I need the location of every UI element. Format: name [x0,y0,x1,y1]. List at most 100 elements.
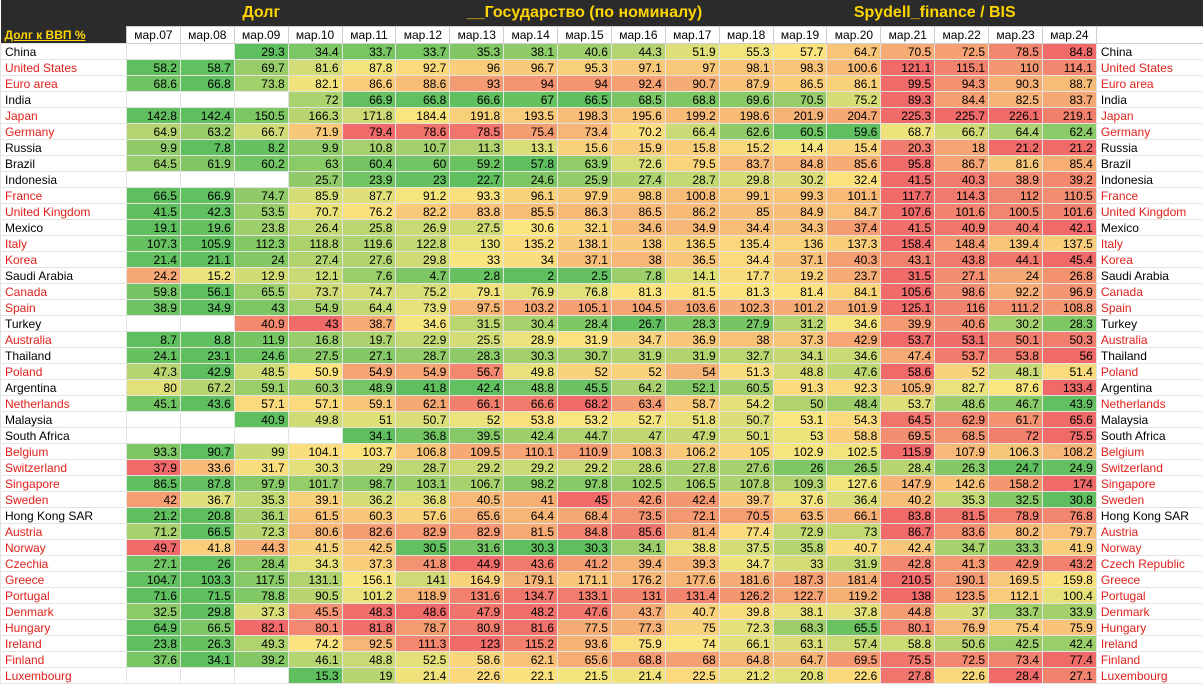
heatmap-cell: 30.3 [287,459,343,476]
heatmap-cell: 58.8 [826,427,882,444]
heatmap-cell: 45.1 [126,395,181,412]
country-name-right: Hong Kong SAR [1095,507,1203,524]
heatmap-cell: 97.9 [557,187,612,204]
heatmap-cell: 79.4 [341,123,397,140]
country-name-right: Germany [1095,123,1203,140]
heatmap-cell: 48.4 [826,395,882,412]
heatmap-cell: 105.9 [880,379,936,396]
heatmap-cell: 38 [610,251,666,268]
heatmap-cell: 19.6 [179,219,235,236]
heatmap-cell: 34.6 [395,315,451,332]
country-name: Norway [0,539,127,556]
heatmap-cell: 34.7 [934,539,990,556]
country-name: Thailand [0,347,127,364]
heatmap-cell: 73.4 [557,123,612,140]
heatmap-cell: 115.2 [503,635,559,652]
heatmap-cell: 81.5 [934,507,990,524]
heatmap-cell: 82.1 [233,619,289,636]
heatmap-cell: 30.3 [503,539,559,556]
heatmap-cell: 72.6 [610,155,666,172]
empty-cell [179,91,235,108]
heatmap-cell: 47.4 [880,347,936,364]
heatmap-cell: 92.7 [395,59,451,76]
heatmap-cell: 60.5 [772,123,828,140]
heatmap-cell: 26.4 [287,219,343,236]
table-row: Germany 64.9 63.2 66.7 71.9 79.4 78.6 78.5 75.4 7… [0,123,1203,140]
heatmap-cell: 33 [772,555,828,572]
heatmap-cell: 31.9 [664,347,720,364]
heatmap-cell: 72 [988,427,1043,444]
heatmap-cell: 8.8 [179,331,235,348]
heatmap-cell: 63.1 [772,635,828,652]
corner-label: Долг к ВВП % [0,26,127,44]
heatmap-cell: 87.8 [341,59,397,76]
heatmap-cell: 30.7 [557,347,612,364]
heatmap-cell: 86.6 [341,75,397,92]
heatmap-cell: 81.5 [503,523,559,540]
empty-cell [126,411,181,428]
heatmap-cell: 47.3 [126,363,181,380]
heatmap-cell: 76.2 [341,203,397,220]
country-name: Korea [0,251,127,268]
heatmap-cell: 25.5 [449,331,505,348]
table-row: United States 58.2 58.7 69.7 81.6 87.8 92.7 96 9… [0,59,1203,76]
heatmap-cell: 75.2 [826,91,882,108]
empty-cell [126,667,181,684]
heatmap-cell: 225.3 [880,107,936,124]
heatmap-cell: 53.1 [934,331,990,348]
heatmap-cell: 78.9 [988,507,1043,524]
heatmap-cell: 84.1 [826,283,882,300]
heatmap-cell: 41.8 [179,539,235,556]
country-name: Euro area [0,75,127,92]
empty-cell [179,411,235,428]
empty-cell [126,43,181,60]
heatmap-cell: 72.3 [718,619,774,636]
heatmap-cell: 68.4 [557,507,612,524]
heatmap-cell: 66.5 [179,619,235,636]
heatmap-cell: 66.9 [179,187,235,204]
heatmap-cell: 66.6 [503,395,559,412]
empty-cell [126,427,181,444]
heatmap-cell: 96.1 [503,187,559,204]
table-row: Switzerland 37.9 33.6 31.7 30.3 29 28.7 29.2 29.… [0,459,1203,476]
table-row: Korea 21.4 21.1 24 27.4 27.6 29.8 33 34 37.1 38 36.… [0,251,1203,268]
heatmap-cell: 31.5 [880,267,936,284]
table-row: South Africa 34.1 36.8 39.5 42.4 44.7 47 47.9 50… [0,427,1203,444]
heatmap-cell: 109.3 [772,475,828,492]
heatmap-cell: 187.3 [772,571,828,588]
heatmap-cell: 77.5 [557,619,612,636]
heatmap-cell: 71.5 [179,587,235,604]
heatmap-cell: 159.8 [1041,571,1097,588]
heatmap-cell: 108.8 [1041,299,1097,316]
country-name-right: Malaysia [1095,411,1203,428]
column-header: мар.24 [1041,26,1097,44]
heatmap-cell: 83.7 [718,155,774,172]
table-row: Greece 104.7 103.3 117.5 131.1 156.1 141 164.9 1… [0,571,1203,588]
heatmap-cell: 102.3 [718,299,774,316]
heatmap-cell: 85.6 [610,523,666,540]
heatmap-cell: 51.3 [718,363,774,380]
heatmap-cell: 64.4 [503,507,559,524]
heatmap-cell: 97.5 [449,299,505,316]
heatmap-cell: 53 [772,427,828,444]
heatmap-cell: 45.5 [287,603,343,620]
country-name-right: China [1095,43,1203,60]
heatmap-cell: 57.1 [233,395,289,412]
heatmap-cell: 39.8 [718,603,774,620]
empty-cell [179,43,235,60]
heatmap-cell: 59.1 [341,395,397,412]
table-row: Norway 49.7 41.8 44.3 41.5 42.5 30.5 31.6 30.3 30… [0,539,1203,556]
heatmap-cell: 46.7 [988,395,1043,412]
heatmap-cell: 81.4 [772,283,828,300]
heatmap-cell: 40.6 [934,315,990,332]
heatmap-cell: 70.7 [287,203,343,220]
title-row: Долг __Государство (по номиналу) Spydell… [0,0,1203,27]
heatmap-cell: 88.6 [395,75,451,92]
heatmap-cell: 38.9 [126,299,181,316]
heatmap-cell: 41.5 [880,219,936,236]
heatmap-cell: 62.9 [934,411,990,428]
column-header: мар.22 [934,26,990,44]
heatmap-cell: 84.9 [772,203,828,220]
column-header: мар.18 [718,26,774,44]
heatmap-cell: 28.4 [557,315,612,332]
